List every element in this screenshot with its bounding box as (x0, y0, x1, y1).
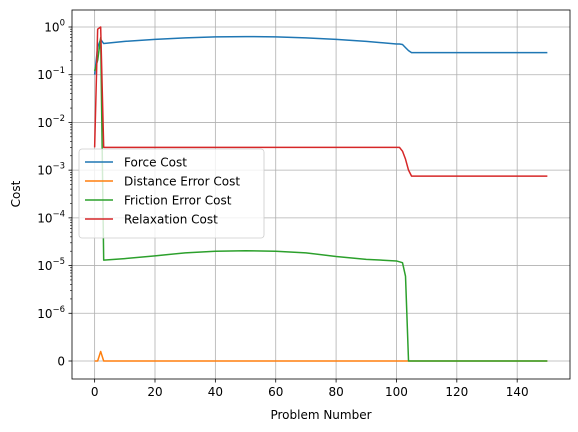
series-line (94, 350, 548, 362)
legend-entry: Relaxation Cost (124, 213, 218, 227)
x-axis-ticks: 0 20 40 60 80 100 120 140 (91, 379, 529, 399)
y-axis-ticks: 0 10−6 10−5 10−4 10−3 10−2 10−1 100 (37, 19, 72, 369)
x-axis-label: Problem Number (270, 408, 371, 422)
legend: Force Cost Distance Error Cost Friction Er… (78, 148, 265, 239)
x-tick-label: 120 (445, 385, 468, 399)
legend-entry: Force Cost (124, 156, 187, 170)
x-tick-label: 140 (506, 385, 529, 399)
legend-box (78, 148, 265, 239)
legend-entry: Friction Error Cost (124, 194, 232, 208)
y-tick-label: 10−6 (37, 305, 65, 321)
y-axis-label: Cost (9, 180, 23, 207)
y-tick-label: 10−2 (37, 114, 65, 130)
y-tick-label: 10−5 (37, 257, 65, 273)
x-tick-label: 80 (328, 385, 343, 399)
x-tick-label: 60 (268, 385, 283, 399)
y-tick-label: 10−4 (37, 209, 65, 225)
x-tick-label: 100 (385, 385, 408, 399)
y-tick-label: 10−3 (37, 162, 65, 178)
series-line (93, 26, 548, 177)
plot-frame (71, 9, 571, 380)
y-tick-label: 100 (44, 19, 65, 35)
legend-entry: Distance Error Cost (124, 175, 240, 189)
y-tick-label: 0 (57, 355, 65, 369)
x-tick-label: 40 (208, 385, 223, 399)
series-line (93, 35, 548, 75)
x-tick-label: 0 (91, 385, 99, 399)
x-tick-label: 20 (147, 385, 162, 399)
y-tick-label: 10−1 (37, 66, 65, 82)
